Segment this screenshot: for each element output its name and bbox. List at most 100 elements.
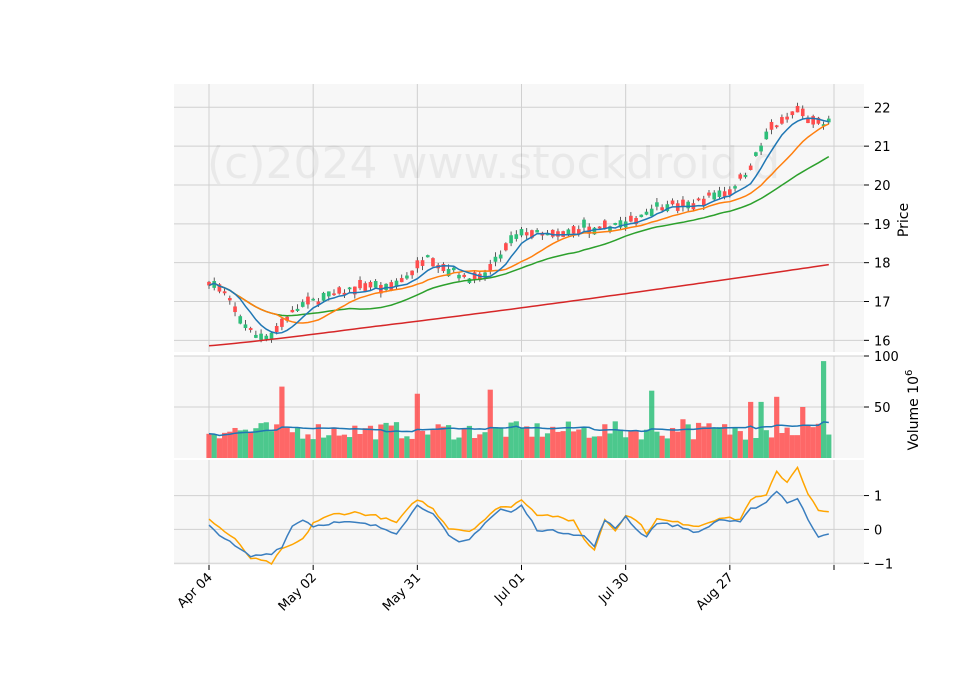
candle-body bbox=[358, 279, 362, 289]
volume-bar bbox=[430, 430, 436, 458]
candle-body bbox=[790, 111, 795, 116]
candle-body bbox=[509, 235, 513, 244]
volume-bar bbox=[826, 434, 832, 458]
candle-body bbox=[582, 219, 586, 228]
candle-body bbox=[290, 309, 295, 313]
candle-body bbox=[353, 286, 357, 295]
candle-body bbox=[717, 190, 722, 197]
volume-bar bbox=[326, 435, 332, 458]
candle-body bbox=[769, 121, 774, 130]
volume-bar bbox=[643, 429, 650, 458]
volume-bar bbox=[701, 426, 707, 458]
candle-body bbox=[373, 281, 378, 288]
volume-bar bbox=[310, 439, 316, 458]
volume-bar bbox=[227, 431, 233, 458]
volume-bar bbox=[425, 434, 431, 458]
candle-body bbox=[285, 316, 289, 321]
candle-body bbox=[217, 284, 222, 292]
candle-body bbox=[472, 272, 477, 280]
volume-bar bbox=[466, 425, 473, 458]
candle-body bbox=[686, 201, 690, 209]
volume-bar bbox=[268, 431, 275, 458]
candle-body bbox=[754, 152, 758, 156]
volume-bar bbox=[419, 430, 426, 458]
volume-bar bbox=[633, 430, 639, 458]
price-panel bbox=[207, 102, 831, 347]
candle-body bbox=[524, 232, 529, 236]
candle-body bbox=[780, 117, 784, 124]
candle-body bbox=[566, 229, 571, 236]
volume-bar bbox=[680, 419, 686, 458]
volume-bar bbox=[638, 439, 644, 458]
volume-bar bbox=[362, 428, 368, 458]
candle-body bbox=[571, 226, 576, 234]
candle-body bbox=[326, 291, 331, 297]
volume-bar bbox=[508, 422, 514, 458]
volume-bar bbox=[685, 424, 691, 458]
volume-bar bbox=[695, 422, 702, 458]
candle-body bbox=[530, 230, 534, 238]
price-y-tick-label: 19 bbox=[874, 218, 891, 233]
volume-bar bbox=[320, 437, 327, 458]
volume-bar bbox=[649, 390, 655, 458]
volume-bar bbox=[675, 431, 681, 458]
candle-body bbox=[556, 231, 560, 237]
candle-body bbox=[233, 306, 237, 313]
candle-body bbox=[550, 229, 555, 237]
candle-body bbox=[764, 131, 769, 140]
candle-body bbox=[228, 297, 232, 301]
candle-body bbox=[264, 335, 269, 340]
candle-body bbox=[306, 296, 310, 305]
volume-bar bbox=[393, 422, 400, 458]
volume-bar bbox=[763, 430, 769, 458]
candle-body bbox=[665, 204, 670, 212]
volume-bar bbox=[263, 422, 269, 458]
volume-bar bbox=[607, 433, 613, 458]
volume-bar bbox=[211, 434, 217, 458]
candle-body bbox=[660, 207, 664, 211]
price-y-tick-label: 18 bbox=[874, 257, 891, 272]
volume-bar bbox=[789, 435, 795, 458]
volume-bar bbox=[289, 432, 295, 458]
volume-bar bbox=[550, 426, 556, 458]
candle-body bbox=[649, 208, 654, 217]
volume-bar bbox=[279, 386, 285, 458]
candle-body bbox=[446, 268, 451, 277]
volume-bar bbox=[794, 435, 801, 458]
volume-bar bbox=[383, 422, 389, 458]
candle-body bbox=[274, 325, 279, 332]
candle-body bbox=[644, 211, 649, 215]
volume-bar bbox=[565, 421, 571, 458]
candle-body bbox=[405, 275, 409, 279]
candle-body bbox=[368, 281, 373, 288]
x-tick-label: May 31 bbox=[380, 570, 424, 614]
candle-body bbox=[613, 222, 618, 225]
candle-body bbox=[300, 302, 305, 307]
candle-body bbox=[207, 281, 211, 286]
x-tick-label: Aug 27 bbox=[693, 570, 736, 613]
candle-body bbox=[280, 318, 284, 327]
price-axis-label: Price bbox=[896, 203, 912, 237]
candle-body bbox=[399, 278, 404, 283]
candle-body bbox=[826, 118, 831, 123]
volume-bar bbox=[664, 438, 670, 458]
volume-bar bbox=[820, 361, 827, 458]
candle-body bbox=[394, 280, 399, 287]
volume-bar bbox=[294, 428, 301, 458]
volume-bar bbox=[591, 436, 598, 458]
volume-bar bbox=[560, 431, 566, 458]
volume-bar bbox=[482, 432, 488, 458]
volume-average-line bbox=[208, 421, 829, 437]
candle-body bbox=[733, 186, 737, 189]
candle-body bbox=[821, 124, 826, 127]
candle-body bbox=[431, 258, 435, 267]
candle-body bbox=[342, 292, 347, 295]
volume-bar bbox=[669, 427, 676, 458]
candle-body bbox=[295, 308, 300, 311]
volume-bar bbox=[315, 424, 321, 458]
candle-body bbox=[712, 192, 717, 200]
candle-body bbox=[504, 243, 508, 251]
volume-bar bbox=[768, 437, 775, 458]
candle-body bbox=[634, 218, 638, 225]
candle-body bbox=[457, 274, 461, 279]
